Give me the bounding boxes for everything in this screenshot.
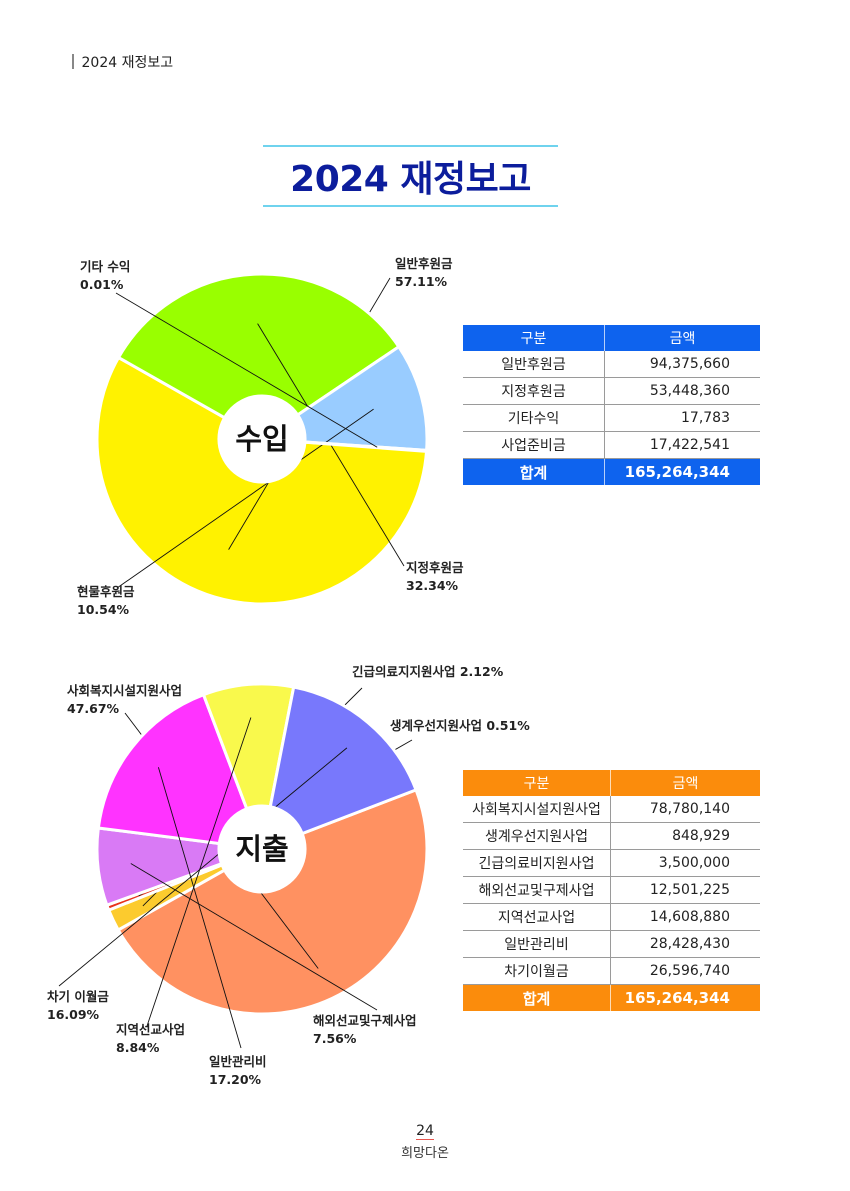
income-pie-label-name-3: 기타 수익: [80, 259, 130, 274]
income-pie-label-name-0: 일반후원금: [395, 256, 453, 271]
expense-pie-label-name-3: 해외선교및구제사업: [313, 1013, 417, 1028]
expense-pie-label-value-0: 47.67%: [67, 701, 120, 716]
row-amount: 165,264,344: [604, 458, 760, 485]
expense-pie-label-name-5: 지역선교사업: [116, 1022, 185, 1037]
page-title: 2024 재정보고: [290, 159, 531, 200]
expense-pie-label-value-6: 16.09%: [47, 1007, 100, 1022]
header-text: 2024 재정보고: [81, 55, 174, 71]
table-row: 사업준비금 17,422,541: [463, 431, 760, 459]
row-category: 사업준비금: [463, 431, 605, 459]
income-total-row: 합계 165,264,344: [463, 458, 760, 485]
income-pie-leader-3: [115, 292, 378, 448]
expense-pie-label-1: 긴급의료지지원사업 2.12%: [352, 664, 504, 679]
table-row: 기타수익 17,783: [463, 404, 760, 432]
row-amount: 28,428,430: [610, 930, 760, 958]
row-category: 생계우선지원사업: [463, 822, 611, 850]
page-number-text: 24: [416, 1123, 434, 1140]
row-category: 일반관리비: [463, 930, 611, 958]
row-amount: 848,929: [610, 822, 760, 850]
row-category: 합계: [463, 458, 605, 485]
expense-pie-label-value-4: 17.20%: [209, 1072, 262, 1087]
income-header-amount: 금액: [604, 325, 760, 351]
header-section-label: 2024 재정보고: [72, 52, 173, 72]
page-number: 24: [0, 1123, 850, 1140]
expense-pie-center-label: 지출: [235, 832, 288, 866]
income-table-header-row: 구분 금액: [463, 325, 760, 351]
table-row: 긴급의료비지원사업 3,500,000: [463, 849, 760, 877]
row-category: 합계: [463, 984, 611, 1011]
expense-pie-label-2: 생계우선지원사업 0.51%: [390, 718, 530, 733]
row-category: 차기이월금: [463, 957, 611, 985]
table-row: 생계우선지원사업 848,929: [463, 822, 760, 850]
expense-table: 구분 금액 사회복지시설지원사업 78,780,140 생계우선지원사업 848,92…: [463, 770, 760, 1011]
income-pie-hole: [217, 394, 307, 484]
row-category: 긴급의료비지원사업: [463, 849, 611, 877]
header-divider: [72, 54, 74, 69]
expense-pie-label-name-4: 일반관리비: [209, 1054, 267, 1069]
expense-pie-leader-3: [130, 863, 378, 1011]
row-amount: 26,596,740: [610, 957, 760, 985]
expense-pie-slice-4: [96, 693, 264, 851]
table-row: 사회복지시설지원사업 78,780,140: [463, 796, 760, 823]
income-table: 구분 금액 일반후원금 94,375,660 지정후원금 53,448,360 기타수익…: [463, 325, 760, 485]
expense-pie-hole: [217, 804, 307, 894]
expense-pie-leader-6: [58, 747, 348, 987]
expense-pie-leader-5: [146, 717, 252, 1027]
table-row: 지정후원금 53,448,360: [463, 377, 760, 405]
income-pie-slice-1: [117, 272, 401, 441]
expense-pie-leader-4: [157, 767, 242, 1049]
expense-pie-label-value-5: 8.84%: [116, 1040, 160, 1055]
row-category: 사회복지시설지원사업: [463, 796, 611, 823]
expense-table-header-row: 구분 금액: [463, 770, 760, 796]
row-category: 일반후원금: [463, 351, 605, 378]
expense-header-category: 구분: [463, 770, 611, 796]
row-amount: 53,448,360: [604, 377, 760, 405]
table-row: 지역선교사업 14,608,880: [463, 903, 760, 931]
income-pie-center-label: 수입: [235, 422, 288, 456]
row-amount: 14,608,880: [610, 903, 760, 931]
table-row: 일반후원금 94,375,660: [463, 351, 760, 378]
expense-pie-label-name-0: 사회복지시설지원사업: [67, 683, 182, 698]
income-pie-label-name-2: 현물후원금: [77, 584, 135, 599]
row-category: 지역선교사업: [463, 903, 611, 931]
income-pie-label-value-1: 32.34%: [406, 578, 459, 593]
table-row: 해외선교및구제사업 12,501,225: [463, 876, 760, 904]
income-pie-label-value-0: 57.11%: [395, 274, 448, 289]
page-title-box: 2024 재정보고: [263, 145, 558, 207]
row-amount: 12,501,225: [610, 876, 760, 904]
footer-brand: 희망다온: [401, 1146, 449, 1161]
table-row: 차기이월금 26,596,740: [463, 957, 760, 985]
expense-pie-label-value-3: 7.56%: [313, 1031, 357, 1046]
expense-header-amount: 금액: [610, 770, 760, 796]
row-category: 기타수익: [463, 404, 605, 432]
expense-pie-slice-5: [202, 682, 296, 851]
expense-donut-chart: 사회복지시설지원사업 47.67% 긴급의료지지원사업 2.12% 생계우선지원사업 …: [47, 664, 530, 1087]
table-row: 일반관리비 28,428,430: [463, 930, 760, 958]
income-pie-label-name-1: 지정후원금: [406, 560, 464, 575]
row-amount: 3,500,000: [610, 849, 760, 877]
row-category: 해외선교및구제사업: [463, 876, 611, 904]
row-category: 지정후원금: [463, 377, 605, 405]
income-pie-leader-2: [116, 408, 374, 589]
row-amount: 94,375,660: [604, 351, 760, 378]
expense-pie-label-name-6: 차기 이월금: [47, 989, 109, 1004]
expense-total-row: 합계 165,264,344: [463, 984, 760, 1011]
row-amount: 165,264,344: [610, 984, 760, 1011]
expense-pie-slice-0: [116, 788, 429, 1016]
income-donut-chart: 일반후원금 57.11% 지정후원금 32.34% 현물후원금 10.54% 기타 수익 0.…: [77, 256, 464, 617]
income-header-category: 구분: [463, 325, 605, 351]
income-pie-label-value-2: 10.54%: [77, 602, 130, 617]
row-amount: 17,422,541: [604, 431, 760, 459]
row-amount: 17,783: [604, 404, 760, 432]
row-amount: 78,780,140: [610, 796, 760, 823]
expense-pie-slice-6: [260, 685, 418, 851]
income-pie-label-value-3: 0.01%: [80, 277, 124, 292]
